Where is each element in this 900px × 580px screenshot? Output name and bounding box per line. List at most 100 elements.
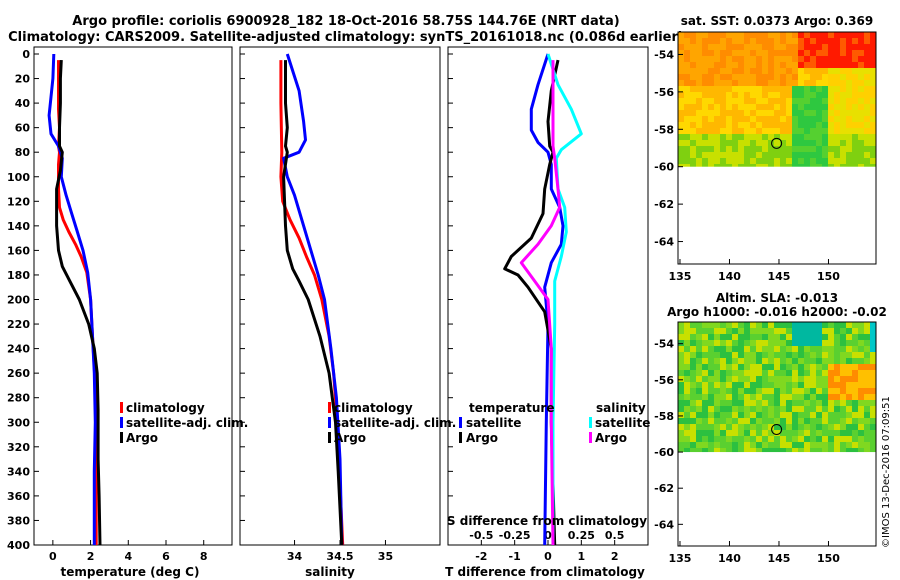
map-cell xyxy=(858,388,864,394)
map-cell xyxy=(852,394,858,400)
map-cell xyxy=(702,44,708,50)
map-cell xyxy=(756,358,762,364)
map-cell xyxy=(690,430,696,436)
map-cell xyxy=(786,334,792,340)
map-cell xyxy=(750,418,756,424)
map-cell xyxy=(714,382,720,388)
map-cell xyxy=(828,86,834,92)
y-tick-label: 160 xyxy=(7,244,30,257)
map-cell xyxy=(852,68,858,74)
map-cell xyxy=(684,334,690,340)
map-cell xyxy=(702,406,708,412)
map-cell xyxy=(732,116,738,122)
map-cell xyxy=(738,62,744,68)
map-cell xyxy=(696,110,702,116)
map-cell xyxy=(714,98,720,104)
map-cell xyxy=(756,346,762,352)
map-cell xyxy=(858,32,864,38)
map-cell xyxy=(744,442,750,448)
map-cell xyxy=(684,50,690,56)
map-cell xyxy=(870,134,876,140)
map-cell xyxy=(792,328,798,334)
map-cell xyxy=(744,394,750,400)
map-cell xyxy=(870,430,876,436)
map-cell xyxy=(822,340,828,346)
map-cell xyxy=(756,352,762,358)
map-cell xyxy=(840,364,846,370)
map-cell xyxy=(828,358,834,364)
map-cell xyxy=(726,376,732,382)
map-cell xyxy=(804,364,810,370)
map-cell xyxy=(690,122,696,128)
map-cell xyxy=(828,110,834,116)
map-cell xyxy=(678,38,684,44)
map-cell xyxy=(846,152,852,158)
map-cell xyxy=(858,340,864,346)
map-cell xyxy=(792,38,798,44)
map-cell xyxy=(858,146,864,152)
map-cell xyxy=(822,352,828,358)
map-cell xyxy=(708,424,714,430)
map-cell xyxy=(798,430,804,436)
map-cell xyxy=(780,98,786,104)
map-cell xyxy=(810,364,816,370)
map-cell xyxy=(822,158,828,164)
map-cell xyxy=(792,394,798,400)
map-cell xyxy=(870,38,876,44)
map-cell xyxy=(852,382,858,388)
map-cell xyxy=(864,334,870,340)
map-cell xyxy=(792,140,798,146)
map-cell xyxy=(840,388,846,394)
s-difference-label: S difference from climatology xyxy=(447,514,647,528)
map-cell xyxy=(684,32,690,38)
map-cell xyxy=(714,92,720,98)
map-cell xyxy=(858,346,864,352)
map-cell xyxy=(738,140,744,146)
map-cell xyxy=(798,436,804,442)
map-cell xyxy=(804,50,810,56)
map-cell xyxy=(816,382,822,388)
map-cell xyxy=(852,32,858,38)
map-cell xyxy=(780,436,786,442)
map-cell xyxy=(768,352,774,358)
map-cell xyxy=(870,382,876,388)
map-cell xyxy=(726,448,732,453)
map-cell xyxy=(756,340,762,346)
map-cell xyxy=(840,370,846,376)
map-cell xyxy=(678,44,684,50)
map-cell xyxy=(756,86,762,92)
map-cell xyxy=(756,334,762,340)
map-cell xyxy=(708,146,714,152)
map-cell xyxy=(786,92,792,98)
map-cell xyxy=(708,104,714,110)
map-cell xyxy=(720,56,726,62)
map-cell xyxy=(816,358,822,364)
map-cell xyxy=(786,406,792,412)
map-cell xyxy=(708,122,714,128)
map-cell xyxy=(858,430,864,436)
map-cell xyxy=(744,358,750,364)
series-line-s-satellite xyxy=(546,53,583,545)
map-cell xyxy=(678,346,684,352)
map-cell xyxy=(756,74,762,80)
map-cell xyxy=(750,430,756,436)
map-cell xyxy=(858,370,864,376)
map-cell xyxy=(720,322,726,328)
map-cell xyxy=(744,122,750,128)
map-cell xyxy=(738,32,744,38)
map-cell xyxy=(768,376,774,382)
map-cell xyxy=(678,50,684,56)
map-cell xyxy=(738,394,744,400)
map-cell xyxy=(864,62,870,68)
map-cell xyxy=(744,158,750,164)
map-cell xyxy=(768,328,774,334)
watermark: ©IMOS 13-Dec-2016 07:09:51 xyxy=(881,396,892,548)
map-cell xyxy=(798,340,804,346)
map-cell xyxy=(756,38,762,44)
map-cell xyxy=(852,388,858,394)
map-cell xyxy=(756,370,762,376)
map-cell xyxy=(720,158,726,164)
map-cell xyxy=(720,92,726,98)
map-cell xyxy=(834,86,840,92)
map-cell xyxy=(852,110,858,116)
